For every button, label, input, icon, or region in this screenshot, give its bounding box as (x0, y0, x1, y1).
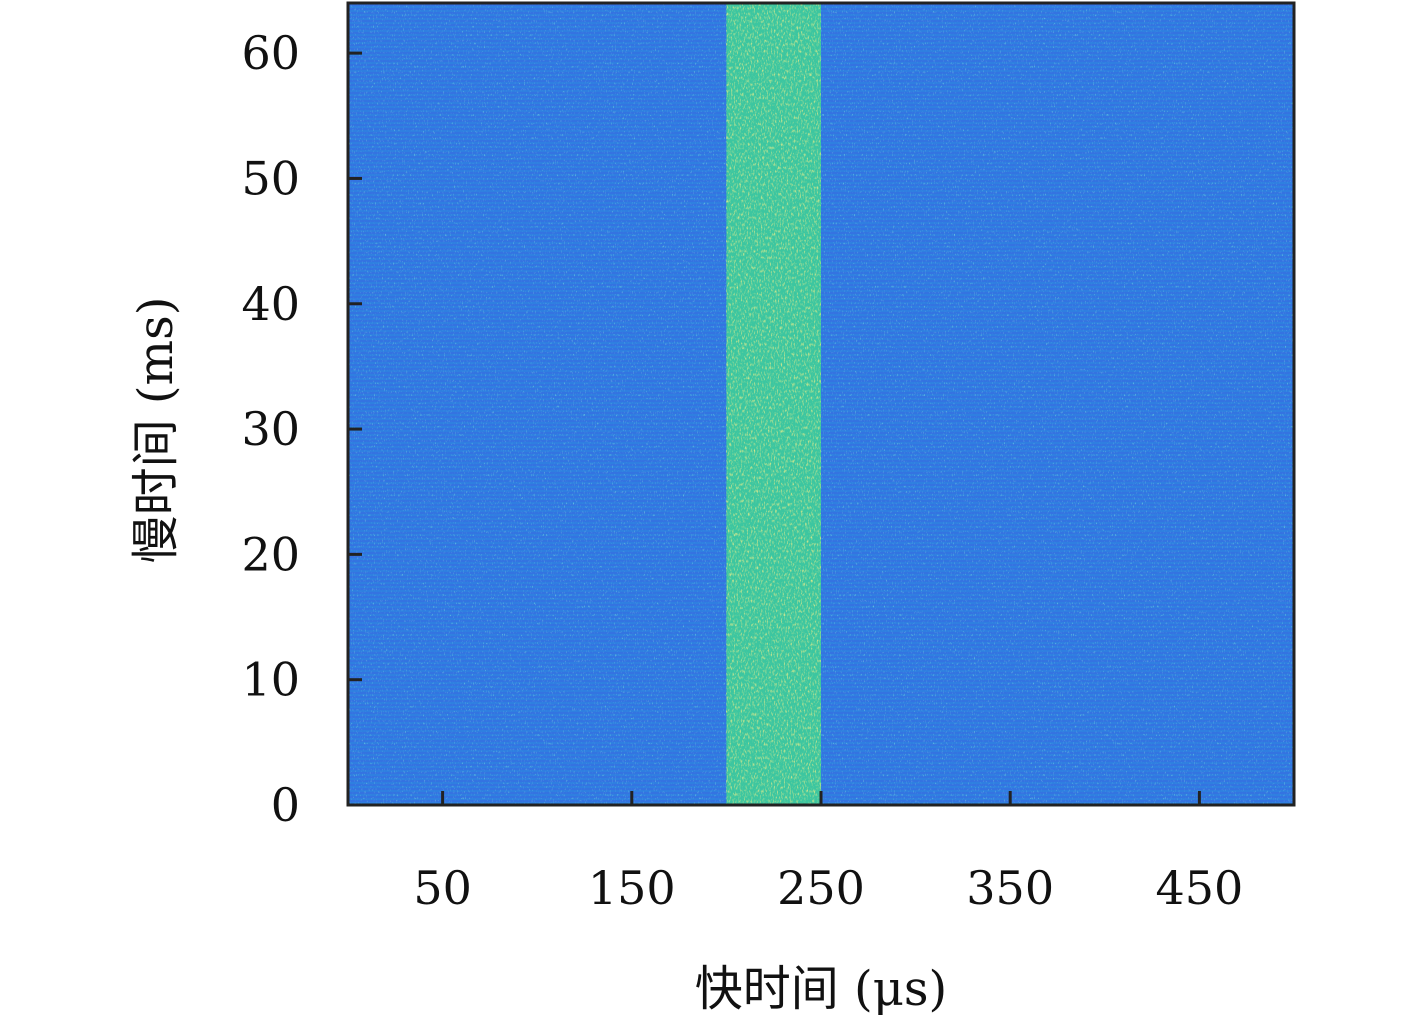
signal-band-noise (726, 3, 821, 805)
x-axis: 50 150 250 350 450 (413, 791, 1243, 915)
y-tick-label: 10 (241, 653, 300, 707)
heatmap-area (348, 3, 1294, 805)
x-tick-label: 50 (413, 861, 472, 915)
y-tick-label: 40 (241, 277, 300, 331)
x-tick-label: 450 (1155, 861, 1243, 915)
x-axis-title: 快时间 (μs) (695, 961, 948, 1017)
y-tick-label: 0 (271, 778, 300, 832)
y-tick-label: 50 (241, 151, 300, 205)
y-tick-label: 30 (241, 402, 300, 456)
y-axis-title: 慢时间 (ms) (128, 297, 184, 564)
x-tick-label: 150 (588, 861, 676, 915)
y-axis: 0 10 20 30 40 50 60 (241, 26, 362, 832)
x-tick-label: 250 (777, 861, 865, 915)
x-tick-label: 350 (966, 861, 1054, 915)
y-tick-label: 20 (241, 527, 300, 581)
y-tick-label: 60 (241, 26, 300, 80)
